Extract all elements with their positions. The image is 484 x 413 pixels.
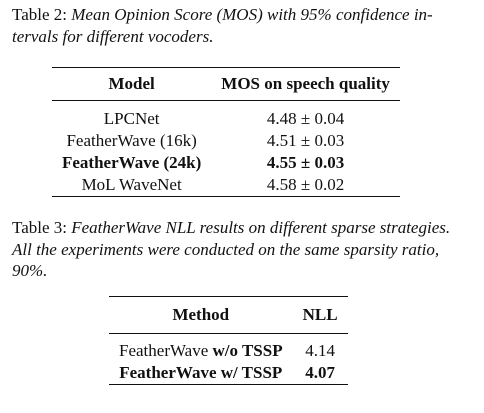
table3-caption-line3: 90%. <box>12 261 48 280</box>
table3-header-row: Method NLL <box>109 296 348 334</box>
table2: Model MOS on speech quality LPCNet 4.48 … <box>52 67 400 197</box>
table-row: MoL WaveNet 4.58 ± 0.02 <box>52 174 400 197</box>
table-row: LPCNet 4.48 ± 0.04 <box>52 101 400 131</box>
table2-caption-line2: tervals for different vocoders. <box>12 26 214 46</box>
table3-method-cell: FeatherWave w/o TSSP <box>109 334 293 363</box>
table2-mos-cell: 4.58 ± 0.02 <box>266 175 345 194</box>
table2-mos-cell: 4.48 ± 0.04 <box>266 109 345 128</box>
table-row: FeatherWave w/ TSSP 4.07 <box>109 362 348 385</box>
table2-header-row: Model MOS on speech quality <box>52 67 400 101</box>
table2-mos-cell: 4.51 ± 0.03 <box>266 131 345 150</box>
table3-caption-label: Table 3: <box>12 218 72 237</box>
table-row: FeatherWave w/o TSSP 4.14 <box>109 334 348 363</box>
table2-header-model: Model <box>108 74 155 93</box>
table3-nll-cell: 4.07 <box>305 363 335 382</box>
table3-header-method: Method <box>172 305 230 324</box>
table2-caption: Table 2: Mean Opinion Score (MOS) with 9… <box>12 4 476 47</box>
table3-caption-line2: All the experiments were conducted on th… <box>12 239 440 259</box>
table3-caption-line1: FeatherWave NLL results on different spa… <box>71 218 451 237</box>
table2-model-cell: FeatherWave (16k) <box>66 131 197 150</box>
table3-caption: Table 3: FeatherWave NLL results on diff… <box>12 217 476 282</box>
table3: Method NLL FeatherWave w/o TSSP 4.14 Fea… <box>109 296 348 385</box>
table2-caption-line1: Mean Opinion Score (MOS) with 95% confid… <box>71 5 433 24</box>
table3-method-bold: w/o TSSP <box>212 341 283 360</box>
table2-header-mos: MOS on speech quality <box>221 74 390 93</box>
table2-caption-label: Table 2: <box>12 5 72 24</box>
table-row: FeatherWave (24k) 4.55 ± 0.03 <box>52 152 400 174</box>
table3-method-plain: FeatherWave <box>119 341 213 360</box>
table2-model-cell: MoL WaveNet <box>81 175 182 194</box>
table3-method-cell: FeatherWave w/ TSSP <box>119 363 283 382</box>
table3-header-nll: NLL <box>302 305 338 324</box>
table2-model-cell: FeatherWave (24k) <box>62 153 202 172</box>
table2-mos-cell: 4.55 ± 0.03 <box>266 153 345 172</box>
table2-model-cell: LPCNet <box>103 109 160 128</box>
table-row: FeatherWave (16k) 4.51 ± 0.03 <box>52 130 400 152</box>
table3-nll-cell: 4.14 <box>305 341 335 360</box>
